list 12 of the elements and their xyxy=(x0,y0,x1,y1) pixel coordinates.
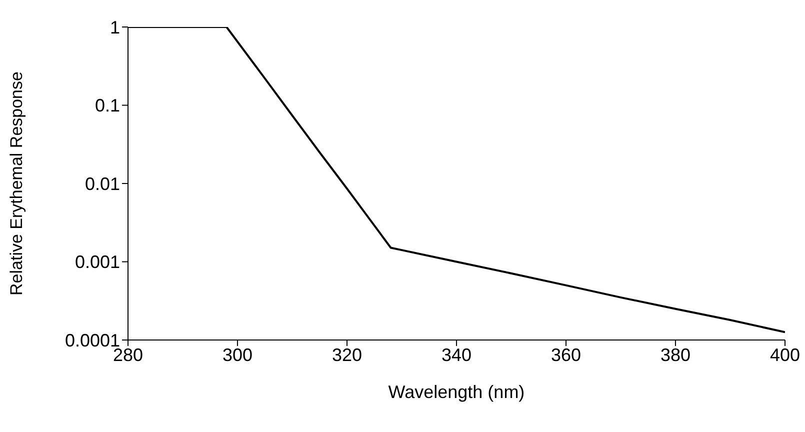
y-tick-label: 0.1 xyxy=(94,96,120,116)
x-axis-title: Wavelength (nm) xyxy=(388,382,525,402)
x-tick-label: 380 xyxy=(660,344,691,365)
y-tick-label: 0.001 xyxy=(74,252,120,272)
y-axis-title: Relative Erythemal Response xyxy=(7,72,26,296)
x-tick-label: 300 xyxy=(222,344,253,365)
x-tick-label: 320 xyxy=(332,344,362,365)
y-tick-label: 0.01 xyxy=(84,174,120,194)
x-tick-label: 400 xyxy=(770,344,800,365)
x-tick-label: 360 xyxy=(550,344,582,365)
x-tick-label: 340 xyxy=(441,344,472,365)
y-tick-label: 1 xyxy=(110,17,120,38)
